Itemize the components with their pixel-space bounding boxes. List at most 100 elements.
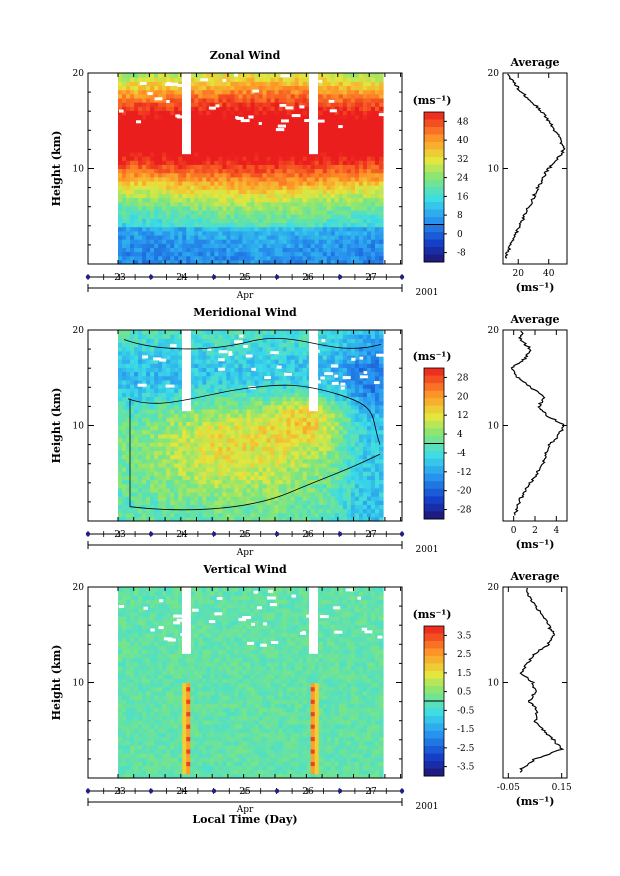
heatmap-cell [150, 437, 155, 443]
heatmap-cell [254, 454, 260, 460]
heatmap-cell [262, 218, 268, 224]
heatmap-cell [218, 454, 223, 460]
heatmap-cell [350, 85, 356, 91]
heatmap-cell [138, 85, 143, 91]
heatmap-cell [134, 193, 139, 199]
heatmap-cell [198, 429, 203, 435]
heatmap-cell [162, 185, 167, 190]
heatmap-cell [274, 77, 280, 82]
heatmap-cell [190, 73, 195, 78]
heatmap-cell [122, 214, 127, 219]
heatmap-cell [266, 516, 272, 522]
heatmap-cell [186, 193, 191, 199]
day-tick-label: 27 [365, 273, 377, 283]
heatmap-cell [150, 126, 155, 132]
heatmap-cell [354, 122, 360, 128]
heatmap-cell [266, 201, 272, 207]
heatmap-cell [286, 168, 292, 174]
heatmap-cell [334, 114, 340, 120]
heatmap-cell [150, 421, 155, 427]
heatmap-cell [134, 176, 139, 182]
heatmap-cell [226, 81, 232, 87]
heatmap-cell [338, 197, 344, 203]
heatmap-cell [126, 437, 131, 443]
heatmap-cell [134, 93, 139, 99]
heatmap-cell [234, 218, 240, 224]
heatmap-cell [286, 139, 292, 145]
heatmap-cell [234, 346, 240, 352]
heatmap-cell [150, 458, 155, 464]
heatmap-cell [254, 354, 260, 360]
heatmap-cell [290, 126, 296, 132]
heatmap-cell [290, 160, 296, 165]
heatmap-cell [146, 93, 151, 99]
heatmap-cell [218, 160, 223, 165]
heatmap-cell [254, 230, 260, 236]
heatmap-cell [346, 210, 352, 215]
heatmap-cell [138, 475, 143, 481]
heatmap-cell [234, 193, 240, 199]
heatmap-cell [166, 338, 171, 344]
heatmap-cell [246, 239, 252, 244]
heatmap-cell [294, 210, 300, 215]
heatmap-cell [190, 143, 195, 149]
heatmap-cell [134, 189, 139, 195]
heatmap-cell [130, 85, 135, 91]
heatmap-cell [130, 222, 135, 228]
heatmap-cell [250, 247, 256, 253]
heatmap-cell [346, 147, 352, 153]
heatmap-cell [266, 247, 272, 253]
heatmap-cell [286, 214, 292, 219]
heatmap-cell [298, 102, 304, 107]
heatmap-cell [134, 475, 139, 481]
heatmap-cell [138, 442, 143, 447]
heatmap-cell [370, 168, 376, 174]
heatmap-cell [262, 450, 268, 456]
heatmap-cell [254, 106, 260, 111]
heatmap-cell [206, 176, 211, 182]
heatmap-cell [162, 388, 167, 393]
heatmap-cell [218, 446, 223, 452]
heatmap-cell [258, 379, 264, 385]
heatmap-cell [142, 491, 147, 497]
heatmap-cell [174, 504, 179, 510]
heatmap-cell [146, 185, 151, 190]
heatmap-cell [178, 396, 183, 402]
heatmap-cell [182, 218, 187, 224]
heatmap-cell [258, 363, 264, 368]
heatmap-cell [182, 462, 187, 468]
heatmap-cell [266, 73, 272, 78]
heatmap-cell [186, 247, 191, 253]
heatmap-cell [270, 243, 276, 248]
heatmap-cell [354, 247, 360, 253]
heatmap-cell [198, 106, 203, 111]
heatmap-cell [202, 139, 207, 145]
heatmap-cell [326, 110, 332, 116]
heatmap-cell [122, 500, 127, 505]
heatmap-cell [362, 126, 368, 132]
heatmap-cell [370, 118, 376, 124]
heatmap-cell [350, 77, 356, 82]
heatmap-cell [182, 408, 187, 414]
heatmap-cell [210, 247, 215, 253]
heatmap-cell [134, 226, 139, 232]
heatmap-cell [150, 375, 155, 381]
heatmap-cell [162, 404, 167, 410]
heatmap-cell [126, 230, 131, 236]
heatmap-cell [150, 396, 155, 402]
heatmap-cell [326, 205, 332, 211]
heatmap-cell [118, 197, 123, 203]
heatmap-cell [250, 359, 256, 364]
heatmap-cell [130, 131, 135, 136]
heatmap-cell [194, 89, 199, 95]
heatmap-cell [142, 375, 147, 381]
heatmap-cell [134, 479, 139, 485]
heatmap-cell [130, 201, 135, 207]
heatmap-cell [206, 259, 211, 265]
heatmap-cell [198, 218, 203, 224]
heatmap-cell [190, 164, 195, 170]
heatmap-cell [242, 458, 248, 464]
heatmap-cell [350, 222, 356, 228]
heatmap-cell [166, 180, 171, 186]
heatmap-cell [238, 114, 244, 120]
